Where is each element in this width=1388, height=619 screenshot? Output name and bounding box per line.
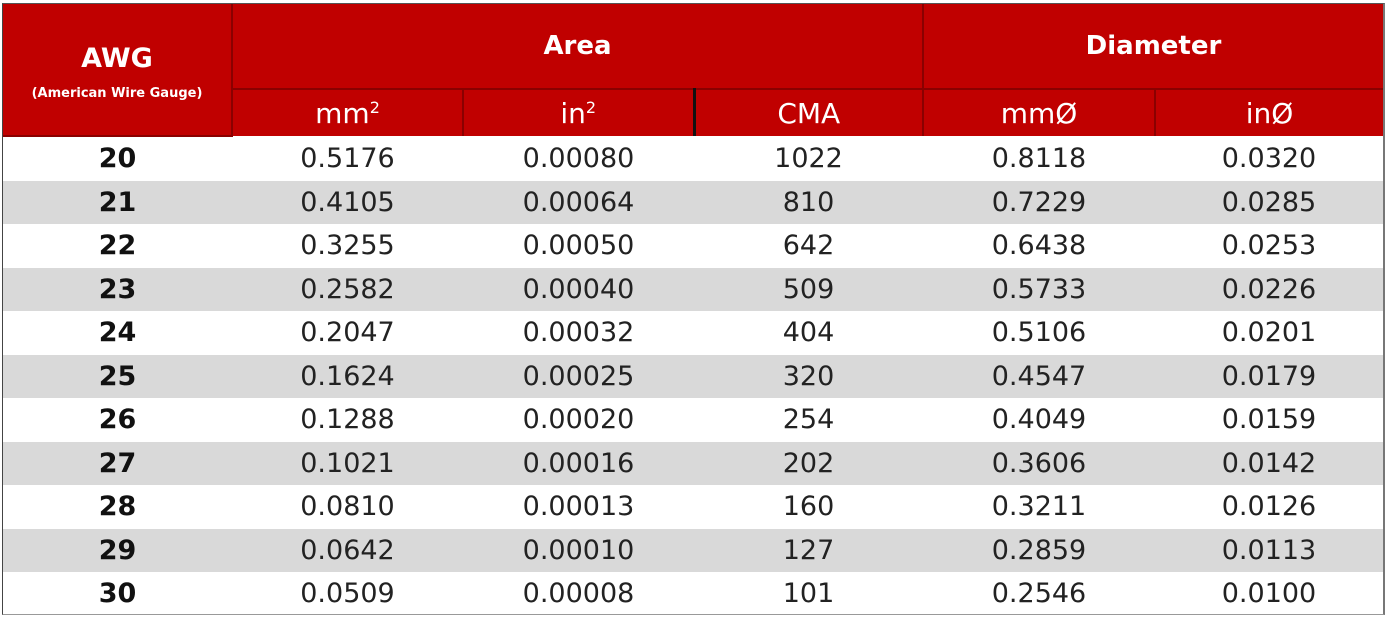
area-cma-cell: 810 xyxy=(694,180,923,224)
table-row: 29 0.0642 0.00010 127 0.2859 0.0113 xyxy=(3,528,1383,572)
area-cma-cell: 254 xyxy=(782,404,835,436)
diameter-mm-cell: 0.4049 xyxy=(991,404,1087,436)
awg-cell: 27 xyxy=(3,441,232,485)
area-cma-cell: 509 xyxy=(694,267,923,311)
area-in2-cell: 0.00040 xyxy=(463,267,694,311)
diameter-in-cell: 0.0126 xyxy=(1221,491,1317,523)
awg-cell: 25 xyxy=(3,354,232,398)
area-in2-cell: 0.00008 xyxy=(522,578,635,610)
table-row: 22 0.3255 0.00050 642 0.6438 0.0253 xyxy=(3,224,1383,268)
area-cma-cell: 160 xyxy=(782,491,835,523)
table-row: 24 0.2047 0.00032 404 0.5106 0.0201 xyxy=(3,311,1383,355)
diameter-in-cell: 0.0226 xyxy=(1155,267,1383,311)
area-cma-cell: 404 xyxy=(782,317,835,349)
diameter-mm-cell: 0.6438 xyxy=(991,230,1087,262)
area-mm2-cell: 0.3255 xyxy=(300,230,395,262)
diameter-in-cell: 0.0142 xyxy=(1155,441,1383,485)
unit-in2-header: in2 xyxy=(463,89,696,136)
unit-in-diameter-header: inØ xyxy=(1155,89,1383,136)
table-row: 30 0.0509 0.00008 101 0.2546 0.0100 xyxy=(3,572,1383,616)
diameter-in-cell: 0.0113 xyxy=(1155,528,1383,572)
diameter-in-cell: 0.0159 xyxy=(1221,404,1317,436)
area-in2-cell: 0.00025 xyxy=(463,354,694,398)
diameter-mm-cell: 0.2546 xyxy=(991,578,1087,610)
area-mm2-cell: 0.2582 xyxy=(232,267,463,311)
table-row: 26 0.1288 0.00020 254 0.4049 0.0159 xyxy=(3,398,1383,442)
header-group-row: AWG (American Wire Gauge) Area Diameter xyxy=(3,4,1383,137)
awg-cell: 26 xyxy=(98,404,137,436)
awg-cell: 23 xyxy=(3,267,232,311)
awg-cell: 30 xyxy=(98,578,137,610)
table-row: 25 0.1624 0.00025 320 0.4547 0.0179 xyxy=(3,354,1383,398)
area-mm2-cell: 0.1624 xyxy=(232,354,463,398)
diameter-mm-cell: 0.2859 xyxy=(923,528,1155,572)
awg-wire-table: AWG (American Wire Gauge) Area Diameter … xyxy=(3,4,1383,616)
area-mm2-cell: 0.0509 xyxy=(300,578,395,610)
area-in2-cell: 0.00020 xyxy=(522,404,635,436)
area-mm2-cell: 0.0642 xyxy=(232,528,463,572)
table-header: AWG (American Wire Gauge) Area Diameter … xyxy=(3,4,1383,137)
table-row: 27 0.1021 0.00016 202 0.3606 0.0142 xyxy=(3,441,1383,485)
area-in2-cell: 0.00064 xyxy=(463,180,694,224)
area-cma-cell: 1022 xyxy=(774,142,843,174)
awg-cell: 21 xyxy=(3,180,232,224)
area-in2-cell: 0.00050 xyxy=(522,230,635,262)
diameter-mm-cell: 0.5733 xyxy=(923,267,1155,311)
awg-cell: 28 xyxy=(98,491,137,523)
awg-cell: 29 xyxy=(3,528,232,572)
area-cma-cell: 202 xyxy=(694,441,923,485)
table-row: 23 0.2582 0.00040 509 0.5733 0.0226 xyxy=(3,267,1383,311)
diameter-in-cell: 0.0100 xyxy=(1221,578,1317,610)
table-row: 21 0.4105 0.00064 810 0.7229 0.0285 xyxy=(3,180,1383,224)
area-in2-cell: 0.00010 xyxy=(463,528,694,572)
area-mm2-cell: 0.4105 xyxy=(232,180,463,224)
awg-header: AWG (American Wire Gauge) xyxy=(3,4,233,137)
area-in2-cell: 0.00032 xyxy=(522,317,635,349)
diameter-in-cell: 0.0201 xyxy=(1221,317,1317,349)
diameter-in-cell: 0.0285 xyxy=(1155,180,1383,224)
diameter-in-cell: 0.0179 xyxy=(1155,354,1383,398)
area-mm2-cell: 0.5176 xyxy=(300,142,395,174)
area-in2-cell: 0.00080 xyxy=(522,142,635,174)
awg-cell: 20 xyxy=(98,143,137,175)
area-cma-cell: 101 xyxy=(782,578,835,610)
awg-header-title: AWG xyxy=(81,42,153,74)
area-mm2-cell: 0.1288 xyxy=(300,404,395,436)
area-mm2-cell: 0.0810 xyxy=(300,491,395,523)
awg-cell: 22 xyxy=(98,230,137,262)
diameter-mm-cell: 0.5106 xyxy=(991,317,1087,349)
diameter-mm-cell: 0.3606 xyxy=(923,441,1155,485)
area-cma-cell: 320 xyxy=(694,354,923,398)
area-in2-cell: 0.00013 xyxy=(522,491,635,523)
unit-mm2-header: mm2 xyxy=(232,89,464,136)
area-group-header: Area xyxy=(232,4,924,90)
table-body: 20 0.5176 0.00080 1022 0.8118 0.0320 21 … xyxy=(3,136,1383,616)
diameter-mm-cell: 0.8118 xyxy=(991,142,1087,174)
unit-mm-diameter-header: mmØ xyxy=(923,89,1156,136)
header-units-row: mm2 in2 CMA mmØ inØ xyxy=(3,89,1383,136)
diameter-group-header: Diameter xyxy=(923,4,1383,90)
diameter-mm-cell: 0.4547 xyxy=(923,354,1155,398)
area-cma-cell: 127 xyxy=(694,528,923,572)
area-in2-cell: 0.00016 xyxy=(463,441,694,485)
table-frame xyxy=(2,3,1385,615)
table-row: 20 0.5176 0.00080 1022 0.8118 0.0320 xyxy=(3,136,1383,181)
diameter-in-cell: 0.0253 xyxy=(1221,230,1317,262)
unit-cma-header: CMA xyxy=(694,89,924,136)
diameter-in-cell: 0.0320 xyxy=(1221,142,1317,174)
area-cma-cell: 642 xyxy=(782,230,835,262)
diameter-mm-cell: 0.7229 xyxy=(923,180,1155,224)
awg-cell: 24 xyxy=(98,317,137,349)
awg-header-subtitle: (American Wire Gauge) xyxy=(31,85,203,101)
area-mm2-cell: 0.2047 xyxy=(300,317,395,349)
area-mm2-cell: 0.1021 xyxy=(232,441,463,485)
diameter-mm-cell: 0.3211 xyxy=(991,491,1087,523)
table-row: 28 0.0810 0.00013 160 0.3211 0.0126 xyxy=(3,485,1383,529)
